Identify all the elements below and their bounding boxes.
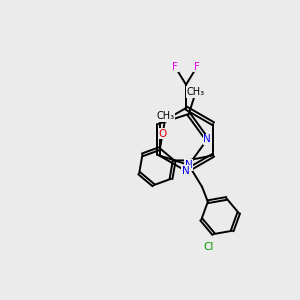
Text: F: F <box>194 61 200 72</box>
Text: N: N <box>203 134 211 145</box>
Text: N: N <box>182 166 190 176</box>
Text: F: F <box>172 61 178 72</box>
Text: O: O <box>158 128 167 139</box>
Text: Cl: Cl <box>204 242 214 252</box>
Text: CH₃: CH₃ <box>157 111 175 121</box>
Text: CH₃: CH₃ <box>187 87 205 97</box>
Text: N: N <box>185 160 193 170</box>
